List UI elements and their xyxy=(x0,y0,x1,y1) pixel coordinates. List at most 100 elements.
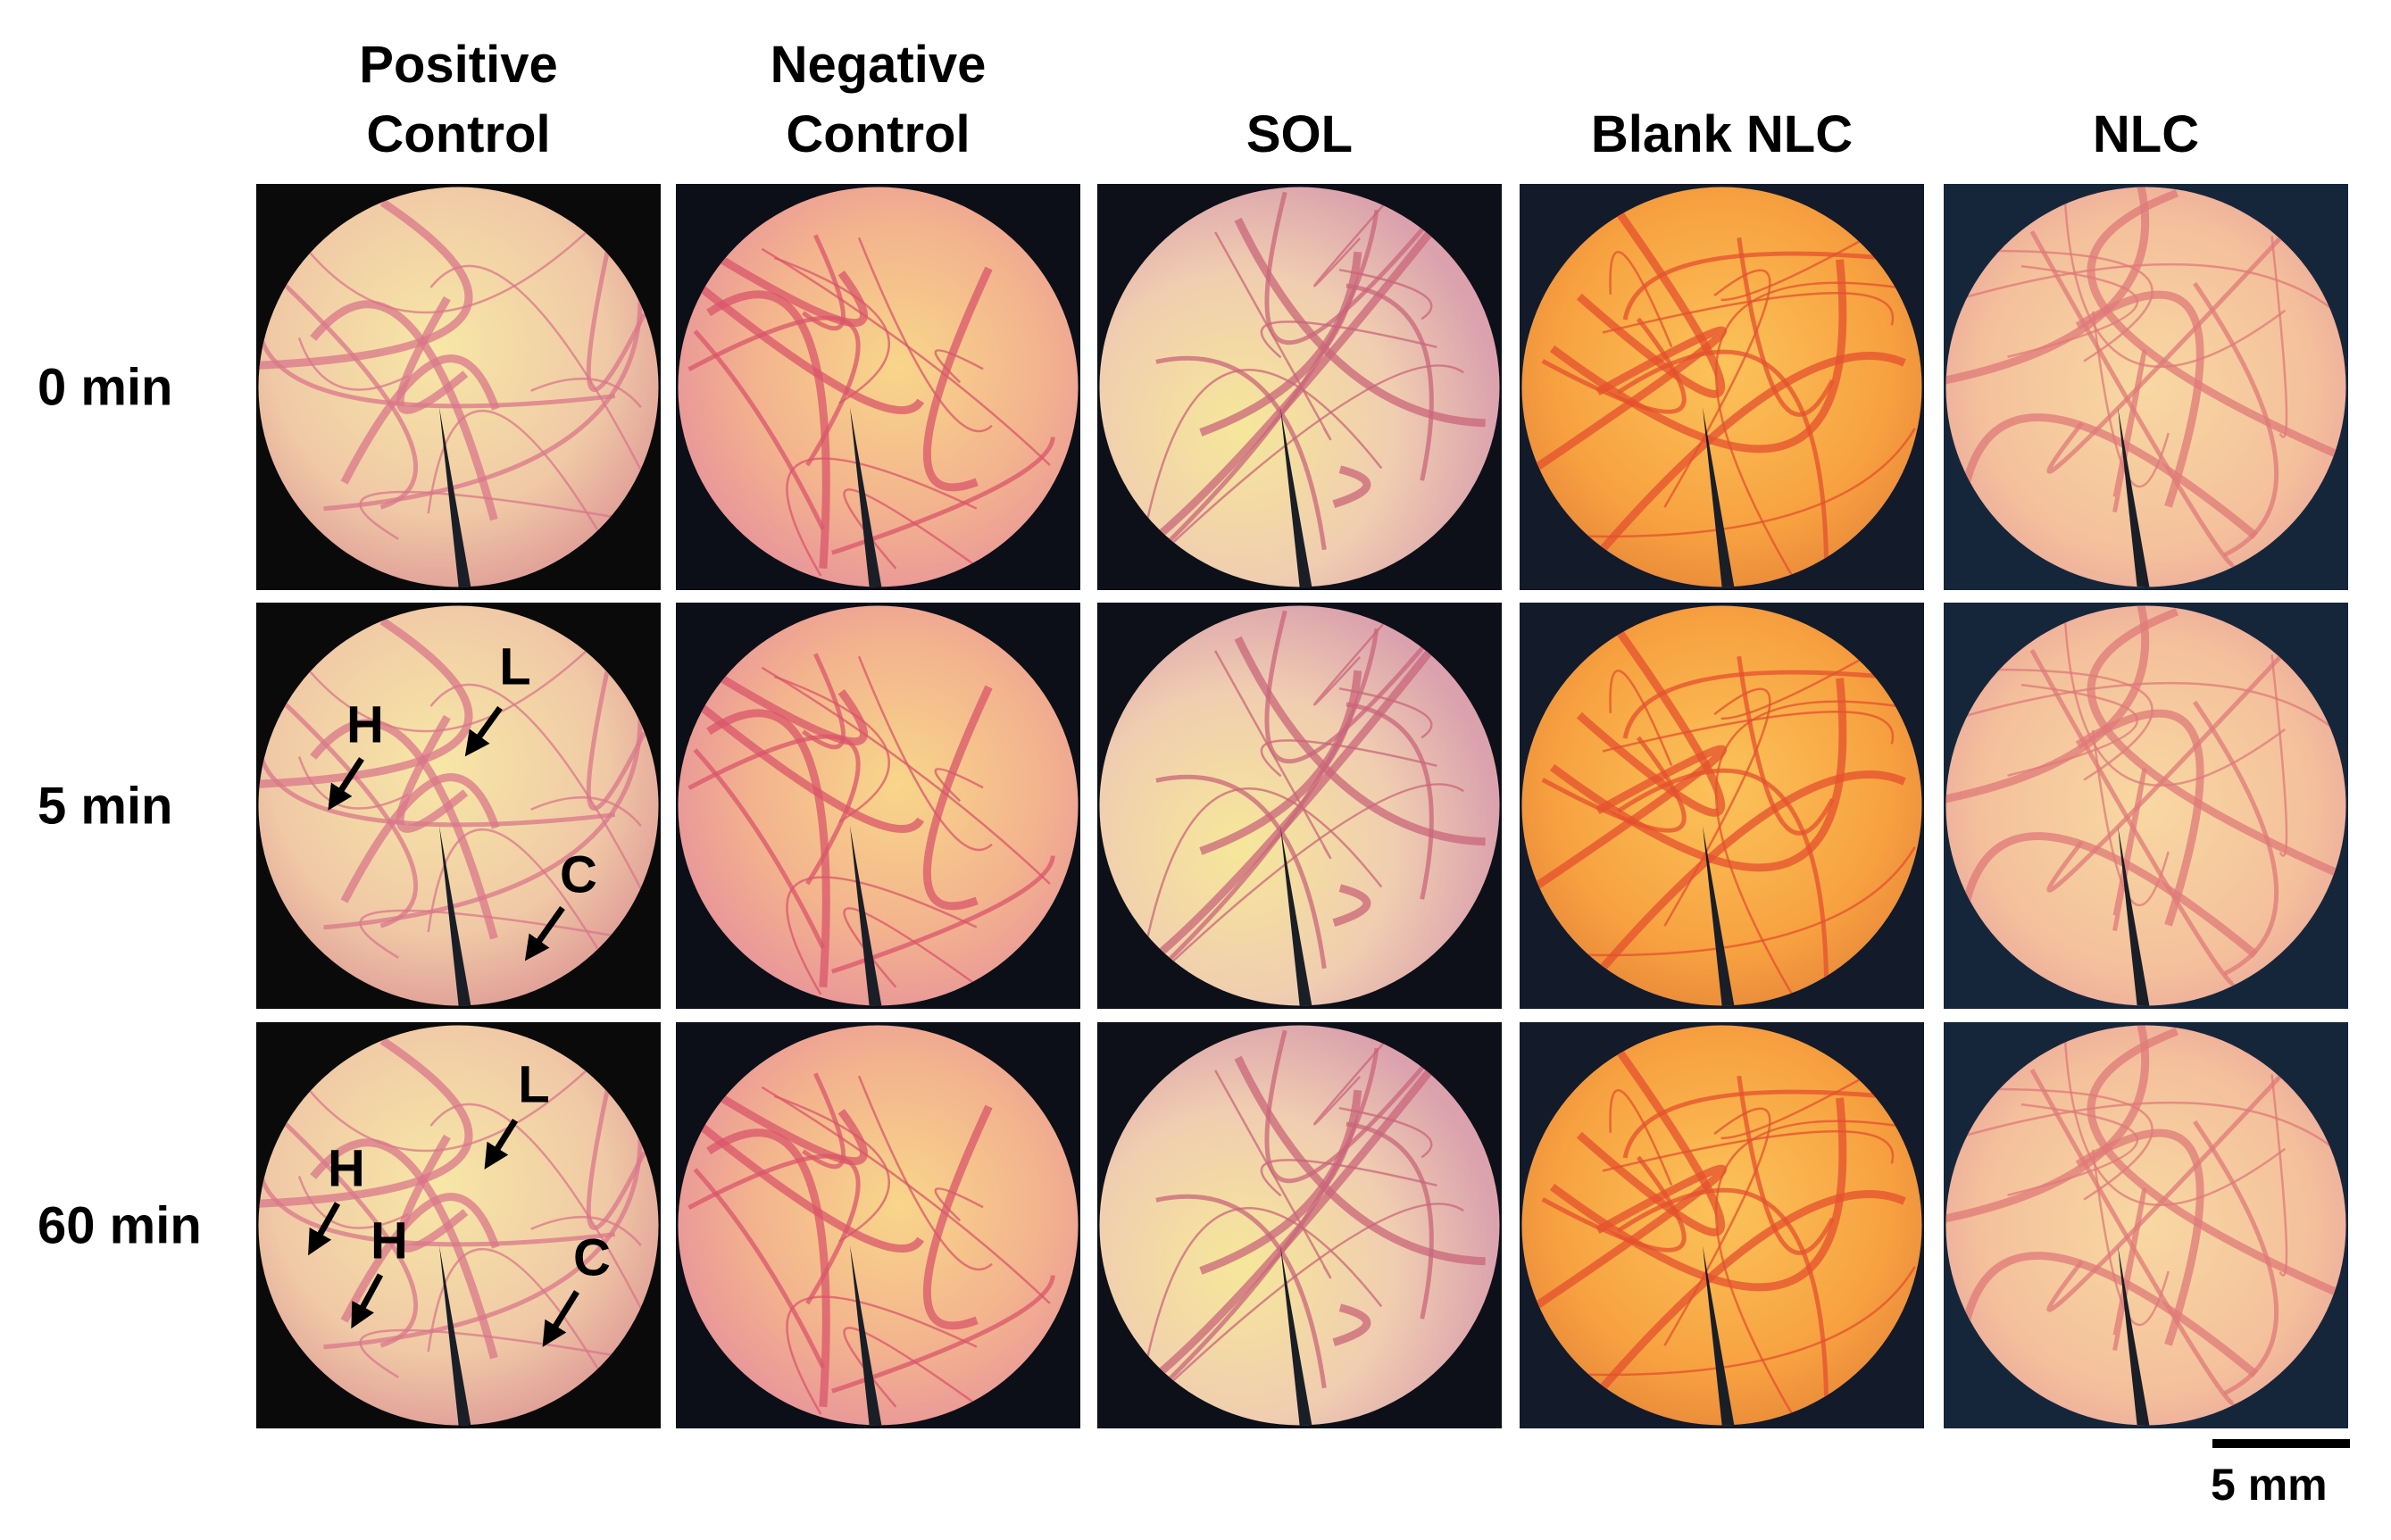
vessel xyxy=(2007,683,2139,777)
vessel xyxy=(2193,281,2279,557)
vessel xyxy=(2007,264,2139,358)
vessel xyxy=(1332,884,1371,928)
vessels xyxy=(258,609,659,1006)
annotation-label: H xyxy=(328,1139,365,1197)
vessel xyxy=(340,354,500,485)
vessel xyxy=(761,247,1051,466)
vessel xyxy=(1575,352,1906,580)
vessel xyxy=(831,437,1055,555)
needle xyxy=(439,826,471,1006)
vessel xyxy=(2046,605,2332,893)
vessel xyxy=(857,1075,993,1271)
vessel xyxy=(1199,1089,1362,1275)
vessel xyxy=(2087,607,2344,878)
vessel xyxy=(1616,1187,1829,1409)
vessel xyxy=(1737,237,1835,417)
needle xyxy=(2118,1245,2150,1426)
vessel xyxy=(1575,770,1906,999)
vessel xyxy=(427,828,633,1006)
vessel xyxy=(1541,317,1687,414)
vessel xyxy=(1260,320,1437,359)
annotation-arrow xyxy=(328,757,364,811)
column-header: Blank NLC xyxy=(1590,105,1854,163)
annotation-label: C xyxy=(560,845,597,903)
vessel xyxy=(1609,251,1673,348)
needle xyxy=(1703,1245,1735,1426)
vessels xyxy=(678,653,1055,1006)
annotation-arrow xyxy=(484,1119,518,1170)
vessel xyxy=(1161,628,1379,968)
vessel xyxy=(857,655,993,852)
vessel xyxy=(297,1176,410,1229)
vessel xyxy=(773,1095,890,1243)
field-of-view xyxy=(1945,605,2346,1006)
vessel xyxy=(258,617,473,788)
vessel xyxy=(1575,1190,1906,1419)
vessel xyxy=(2075,1128,2204,1346)
vessels xyxy=(258,1028,659,1426)
vessel xyxy=(1149,1203,1464,1403)
micrograph-panel xyxy=(1097,1022,1502,1428)
needle xyxy=(2118,826,2150,1006)
vessel xyxy=(923,266,993,492)
vessel xyxy=(274,204,592,314)
vessel xyxy=(340,1193,500,1323)
vessel xyxy=(1149,783,1464,984)
vessel xyxy=(831,1275,1055,1394)
vessel xyxy=(2063,1030,2287,1206)
vessel xyxy=(2112,768,2147,932)
vessel xyxy=(1541,736,1687,833)
vessel xyxy=(427,409,633,587)
vessel xyxy=(1155,774,1327,970)
vessel xyxy=(586,1028,646,1230)
annotation-arrow xyxy=(351,1273,384,1329)
micrograph-panel xyxy=(676,1022,1080,1428)
vessel xyxy=(1945,1101,2332,1147)
vessel xyxy=(2087,188,2344,460)
needle xyxy=(850,1245,882,1426)
needle xyxy=(1280,407,1312,587)
vessel xyxy=(259,1177,616,1247)
vessel xyxy=(1714,1120,1918,1419)
vessel xyxy=(857,237,993,433)
vessel xyxy=(259,757,616,828)
micrograph-panel xyxy=(1944,603,2348,1009)
vessel xyxy=(2193,1120,2279,1395)
vessel xyxy=(1313,1029,1396,1126)
vessel xyxy=(1663,269,1771,508)
vessel xyxy=(1338,687,1433,739)
vessel xyxy=(1609,1089,1673,1186)
micrograph-panel xyxy=(256,603,661,1009)
needle xyxy=(1703,407,1735,587)
vessel xyxy=(1945,262,2332,309)
vessel xyxy=(1161,209,1379,549)
needle xyxy=(1280,1245,1312,1426)
vessels xyxy=(1099,190,1486,587)
vessel xyxy=(1199,670,1362,855)
vessel xyxy=(586,190,646,392)
vessel xyxy=(934,1187,984,1222)
vessel xyxy=(2007,1103,2139,1196)
vessel xyxy=(310,300,498,521)
vessel xyxy=(1541,1155,1687,1253)
micrograph-panel xyxy=(1944,184,2348,590)
vessel xyxy=(1714,281,1918,580)
vessel xyxy=(258,1036,473,1208)
vessel xyxy=(1602,1130,1895,1172)
vessel xyxy=(1663,687,1771,927)
row-label: 60 min xyxy=(37,1196,202,1254)
vessel xyxy=(687,734,861,886)
micrograph-panel xyxy=(256,1022,661,1428)
row-label: 0 min xyxy=(37,358,173,416)
vessel xyxy=(1602,711,1895,753)
vessel xyxy=(2112,349,2147,513)
vessel xyxy=(1992,668,2154,781)
vessel xyxy=(706,1128,830,1408)
vessels xyxy=(1945,187,2344,587)
vessel xyxy=(323,719,643,930)
vessel xyxy=(1609,670,1673,767)
vessels xyxy=(1521,607,1918,1006)
vessel xyxy=(1345,702,1434,900)
vessel xyxy=(1992,249,2154,362)
